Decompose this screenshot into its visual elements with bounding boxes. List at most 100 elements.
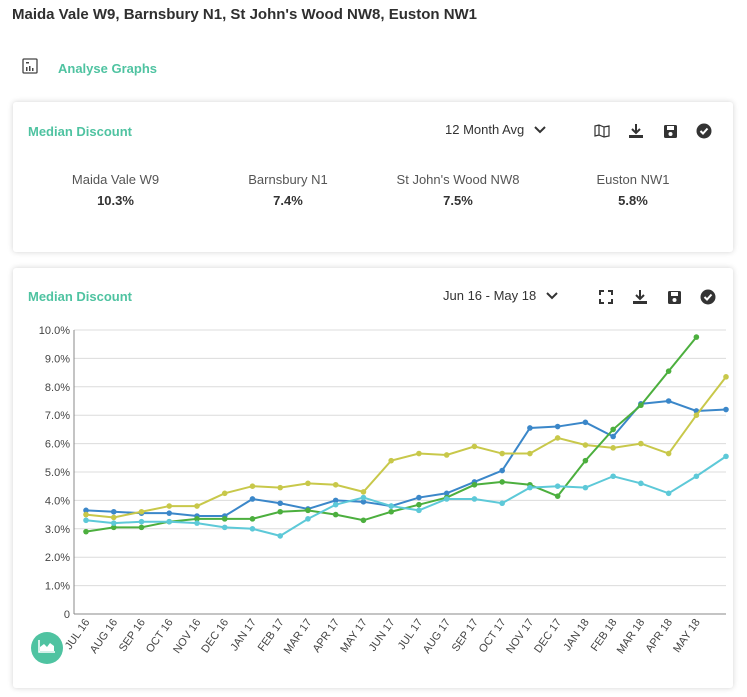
stat-maida-vale: Maida Vale W9 10.3% (13, 172, 218, 208)
chevron-down-icon (546, 288, 558, 303)
data-point (138, 508, 145, 515)
save-icon[interactable] (665, 288, 683, 306)
data-point (110, 524, 117, 531)
analyse-graph-icon (22, 58, 38, 79)
x-tick-label: JUL 16 (63, 617, 93, 652)
data-point (527, 484, 533, 491)
y-tick-label: 6.0% (45, 439, 70, 451)
y-tick-label: 9.0% (45, 353, 70, 365)
x-tick-label: AUG 16 (88, 617, 120, 656)
data-point (332, 481, 339, 488)
data-point (610, 426, 616, 433)
data-point (527, 425, 533, 431)
data-point (665, 490, 672, 497)
data-point (83, 507, 89, 514)
data-point (499, 467, 505, 474)
data-point (194, 516, 200, 522)
chevron-down-icon (534, 122, 546, 137)
map-icon[interactable] (593, 122, 611, 140)
analyse-graphs-link[interactable]: Analyse Graphs (22, 58, 157, 79)
chart-type-button[interactable] (31, 632, 63, 664)
chart-tick-labels: 0 1.0% 2.0% 3.0% 4.0% 5.0% 6.0% 7.0% 8.0% 9.0% 10.… (39, 325, 703, 656)
data-point (499, 450, 505, 457)
data-point (638, 480, 644, 487)
data-point (416, 507, 422, 514)
data-point (305, 507, 311, 514)
fullscreen-icon[interactable] (597, 288, 615, 306)
stat-barnsbury: Barnsbury N1 7.4% (218, 172, 358, 208)
data-point (83, 511, 89, 518)
y-tick-label: 5.0% (45, 467, 70, 479)
stat-name: St John's Wood NW8 (396, 172, 520, 187)
check-circle-icon[interactable] (699, 288, 717, 306)
chart-series (83, 334, 729, 539)
data-point (471, 481, 478, 488)
y-tick-label: 7.0% (45, 410, 70, 422)
x-tick-label: APR 17 (311, 617, 343, 655)
data-point (249, 496, 256, 502)
y-tick-label: 1.0% (45, 581, 70, 593)
download-icon[interactable] (627, 122, 645, 140)
data-point (582, 442, 589, 448)
data-point (554, 493, 561, 499)
series-line (85, 336, 698, 533)
x-tick-label: MAR 17 (282, 617, 315, 656)
stat-value: 7.5% (443, 193, 473, 208)
series-line (85, 455, 727, 537)
data-point (277, 508, 284, 515)
data-point (360, 517, 367, 524)
data-point (305, 516, 311, 522)
data-point (693, 473, 700, 480)
data-point (277, 500, 284, 507)
data-point (138, 524, 145, 531)
stat-name: Barnsbury N1 (248, 172, 328, 187)
data-point (693, 412, 700, 418)
data-point (138, 518, 145, 525)
data-point (360, 494, 367, 501)
summary-card-title: Median Discount (28, 124, 133, 139)
data-point (499, 479, 505, 485)
data-point (554, 483, 561, 489)
chart-card: Median Discount Jun 16 - May 18 0 1.0% 2.0… (13, 268, 733, 688)
x-tick-label: AUG 17 (421, 617, 453, 656)
chart-grid (74, 329, 726, 615)
data-point (194, 503, 200, 509)
line-chart: 0 1.0% 2.0% 3.0% 4.0% 5.0% 6.0% 7.0% 8.0% 9.0% 10.… (39, 325, 729, 656)
x-tick-label: MAY 18 (671, 617, 703, 655)
chart-period-dropdown[interactable]: Jun 16 - May 18 (443, 288, 558, 303)
x-tick-label: JAN 18 (561, 617, 592, 653)
data-point (388, 503, 394, 509)
data-point (443, 496, 450, 502)
y-tick-label: 8.0% (45, 382, 70, 394)
data-point (582, 484, 589, 491)
stat-euston: Euston NW1 5.8% (558, 172, 708, 208)
data-point (249, 516, 256, 522)
stat-value: 5.8% (618, 193, 648, 208)
summary-period-label: 12 Month Avg (445, 122, 525, 137)
data-point (554, 423, 561, 430)
data-point (305, 480, 311, 487)
data-point (83, 528, 89, 535)
data-point (582, 419, 589, 426)
data-point (665, 450, 672, 457)
data-point (554, 435, 561, 441)
data-point (610, 473, 616, 480)
data-point (166, 510, 173, 516)
x-tick-label: APR 18 (644, 617, 676, 655)
data-point (249, 483, 256, 489)
data-point (221, 516, 228, 522)
data-point (110, 514, 117, 521)
chart-axes (73, 330, 726, 615)
summary-card: Median Discount 12 Month Avg Maida Vale … (13, 102, 733, 252)
data-point (443, 452, 450, 458)
download-icon[interactable] (631, 288, 649, 306)
data-point (471, 443, 478, 450)
data-point (388, 457, 394, 464)
x-tick-label: JUN 17 (367, 617, 398, 654)
data-point (610, 445, 616, 451)
data-point (249, 526, 256, 532)
summary-period-dropdown[interactable]: 12 Month Avg (445, 122, 546, 137)
data-point (416, 450, 422, 457)
check-circle-icon[interactable] (695, 122, 713, 140)
save-icon[interactable] (661, 122, 679, 140)
